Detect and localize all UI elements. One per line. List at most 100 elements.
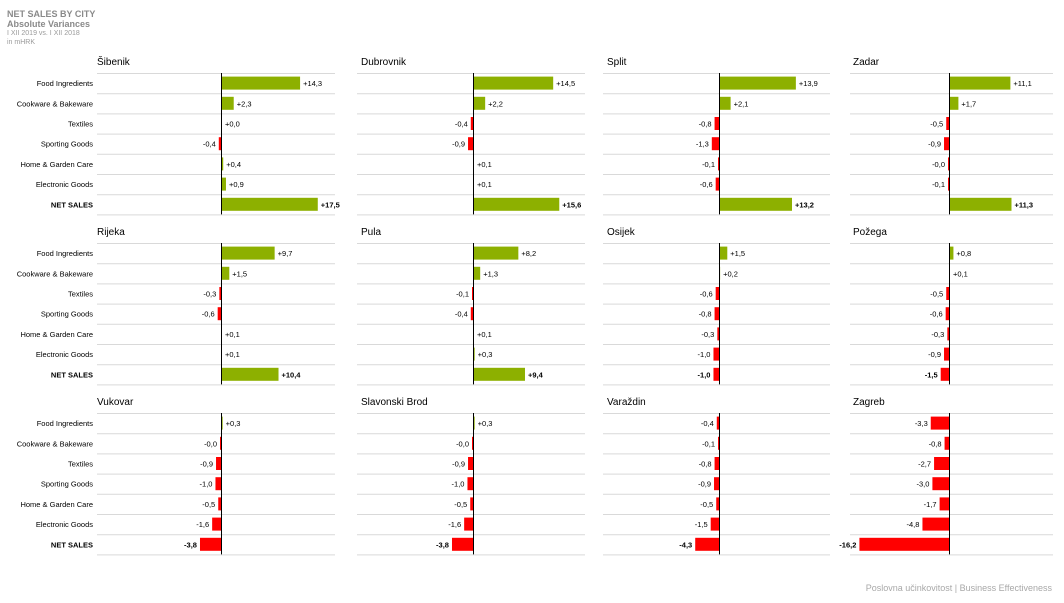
category-label: Textiles [68,290,93,299]
bar [711,137,719,151]
chart-unit: in mHRK [7,39,36,46]
bar [221,246,275,260]
data-label: -0,4 [455,120,468,129]
data-label: -1,5 [925,370,938,379]
data-label: -0,3 [701,330,714,339]
bar [221,197,318,211]
chart-subtitle: Absolute Variances [7,19,91,29]
data-label: +0,8 [956,249,971,258]
data-label: +0,9 [229,180,244,189]
panel-title: Šibenik [97,55,131,68]
panel-title: Vukovar [97,397,134,408]
panel-title: Pula [361,227,381,238]
bar [221,76,301,90]
data-label: -0,6 [202,310,215,319]
bar [859,537,949,551]
data-label: -0,0 [456,439,469,448]
bar [219,287,221,300]
bar [473,246,519,260]
bar [949,96,959,110]
panel-title: Rijeka [97,227,125,238]
bar [451,537,473,551]
data-label: +0,1 [477,330,492,339]
data-label: +1,3 [483,269,498,278]
panel-title: Osijek [607,227,636,238]
bar [220,436,221,450]
bar [947,327,949,341]
data-label: -1,6 [196,520,209,529]
category-label: NET SALES [51,200,93,209]
data-label: +14,3 [303,79,322,88]
data-label: -0,3 [931,330,944,339]
panel-title: Dubrovnik [361,57,407,68]
data-label: -0,9 [452,140,465,149]
data-label: -0,5 [930,120,943,129]
panel-title: Zadar [853,57,880,68]
data-label: +11,1 [1013,79,1031,88]
data-label: +0,1 [477,160,492,169]
bar [468,137,473,151]
bar [217,307,221,321]
bar [212,517,221,531]
data-label: -0,6 [700,180,713,189]
data-label: -0,5 [202,500,215,509]
bar [719,76,796,90]
category-label: Sporting Goods [41,140,93,149]
bar [946,117,949,130]
data-label: -0,4 [701,419,714,428]
data-label: +2,3 [237,99,252,108]
data-label: -0,1 [932,180,945,189]
data-label: -0,5 [930,290,943,299]
data-label: +0,3 [478,419,493,428]
bar [948,177,949,191]
data-label: -1,6 [448,520,461,529]
data-label: +0,4 [226,160,241,169]
bar [922,517,949,531]
bar [945,307,949,321]
bar [218,137,221,151]
data-label: -0,1 [456,290,469,299]
data-label: -0,9 [200,460,213,469]
bar [713,367,719,381]
data-label: +0,1 [225,350,240,359]
bar [939,497,949,511]
data-label: -0,5 [700,500,713,509]
category-label: NET SALES [51,370,93,379]
category-label: NET SALES [51,540,93,549]
bar [199,537,221,551]
bar [719,197,792,211]
bar [464,517,473,531]
bar [216,457,221,470]
category-label: Sporting Goods [41,480,93,489]
bar [221,157,224,171]
data-label: -3,0 [916,480,929,489]
category-label: Food Ingredients [37,249,94,258]
bar [932,477,949,491]
data-label: +15,6 [562,200,581,209]
bar [949,76,1011,90]
data-label: -2,7 [918,460,931,469]
data-label: +2,1 [734,99,749,108]
data-label: -0,4 [455,310,468,319]
bar [467,477,473,491]
bar [949,246,954,260]
data-label: -0,8 [929,439,942,448]
data-label: -0,8 [699,120,712,129]
data-label: +13,9 [799,79,818,88]
category-label: Cookware & Bakeware [17,439,93,448]
data-label: +9,7 [278,249,293,258]
data-label: -1,0 [698,370,711,379]
data-label: +11,3 [1014,200,1033,209]
data-label: +13,2 [795,200,814,209]
category-label: Electronic Goods [36,350,93,359]
data-label: -0,0 [204,439,217,448]
bar [714,307,719,321]
panel-title: Slavonski Brod [361,397,428,408]
chart-header: NET SALES BY CITY Absolute Variances I X… [7,9,95,47]
category-label: Food Ingredients [37,419,94,428]
bar [218,497,221,511]
bar [470,117,473,130]
bar [215,477,221,491]
category-label: Sporting Goods [41,310,93,319]
bar [930,416,949,430]
